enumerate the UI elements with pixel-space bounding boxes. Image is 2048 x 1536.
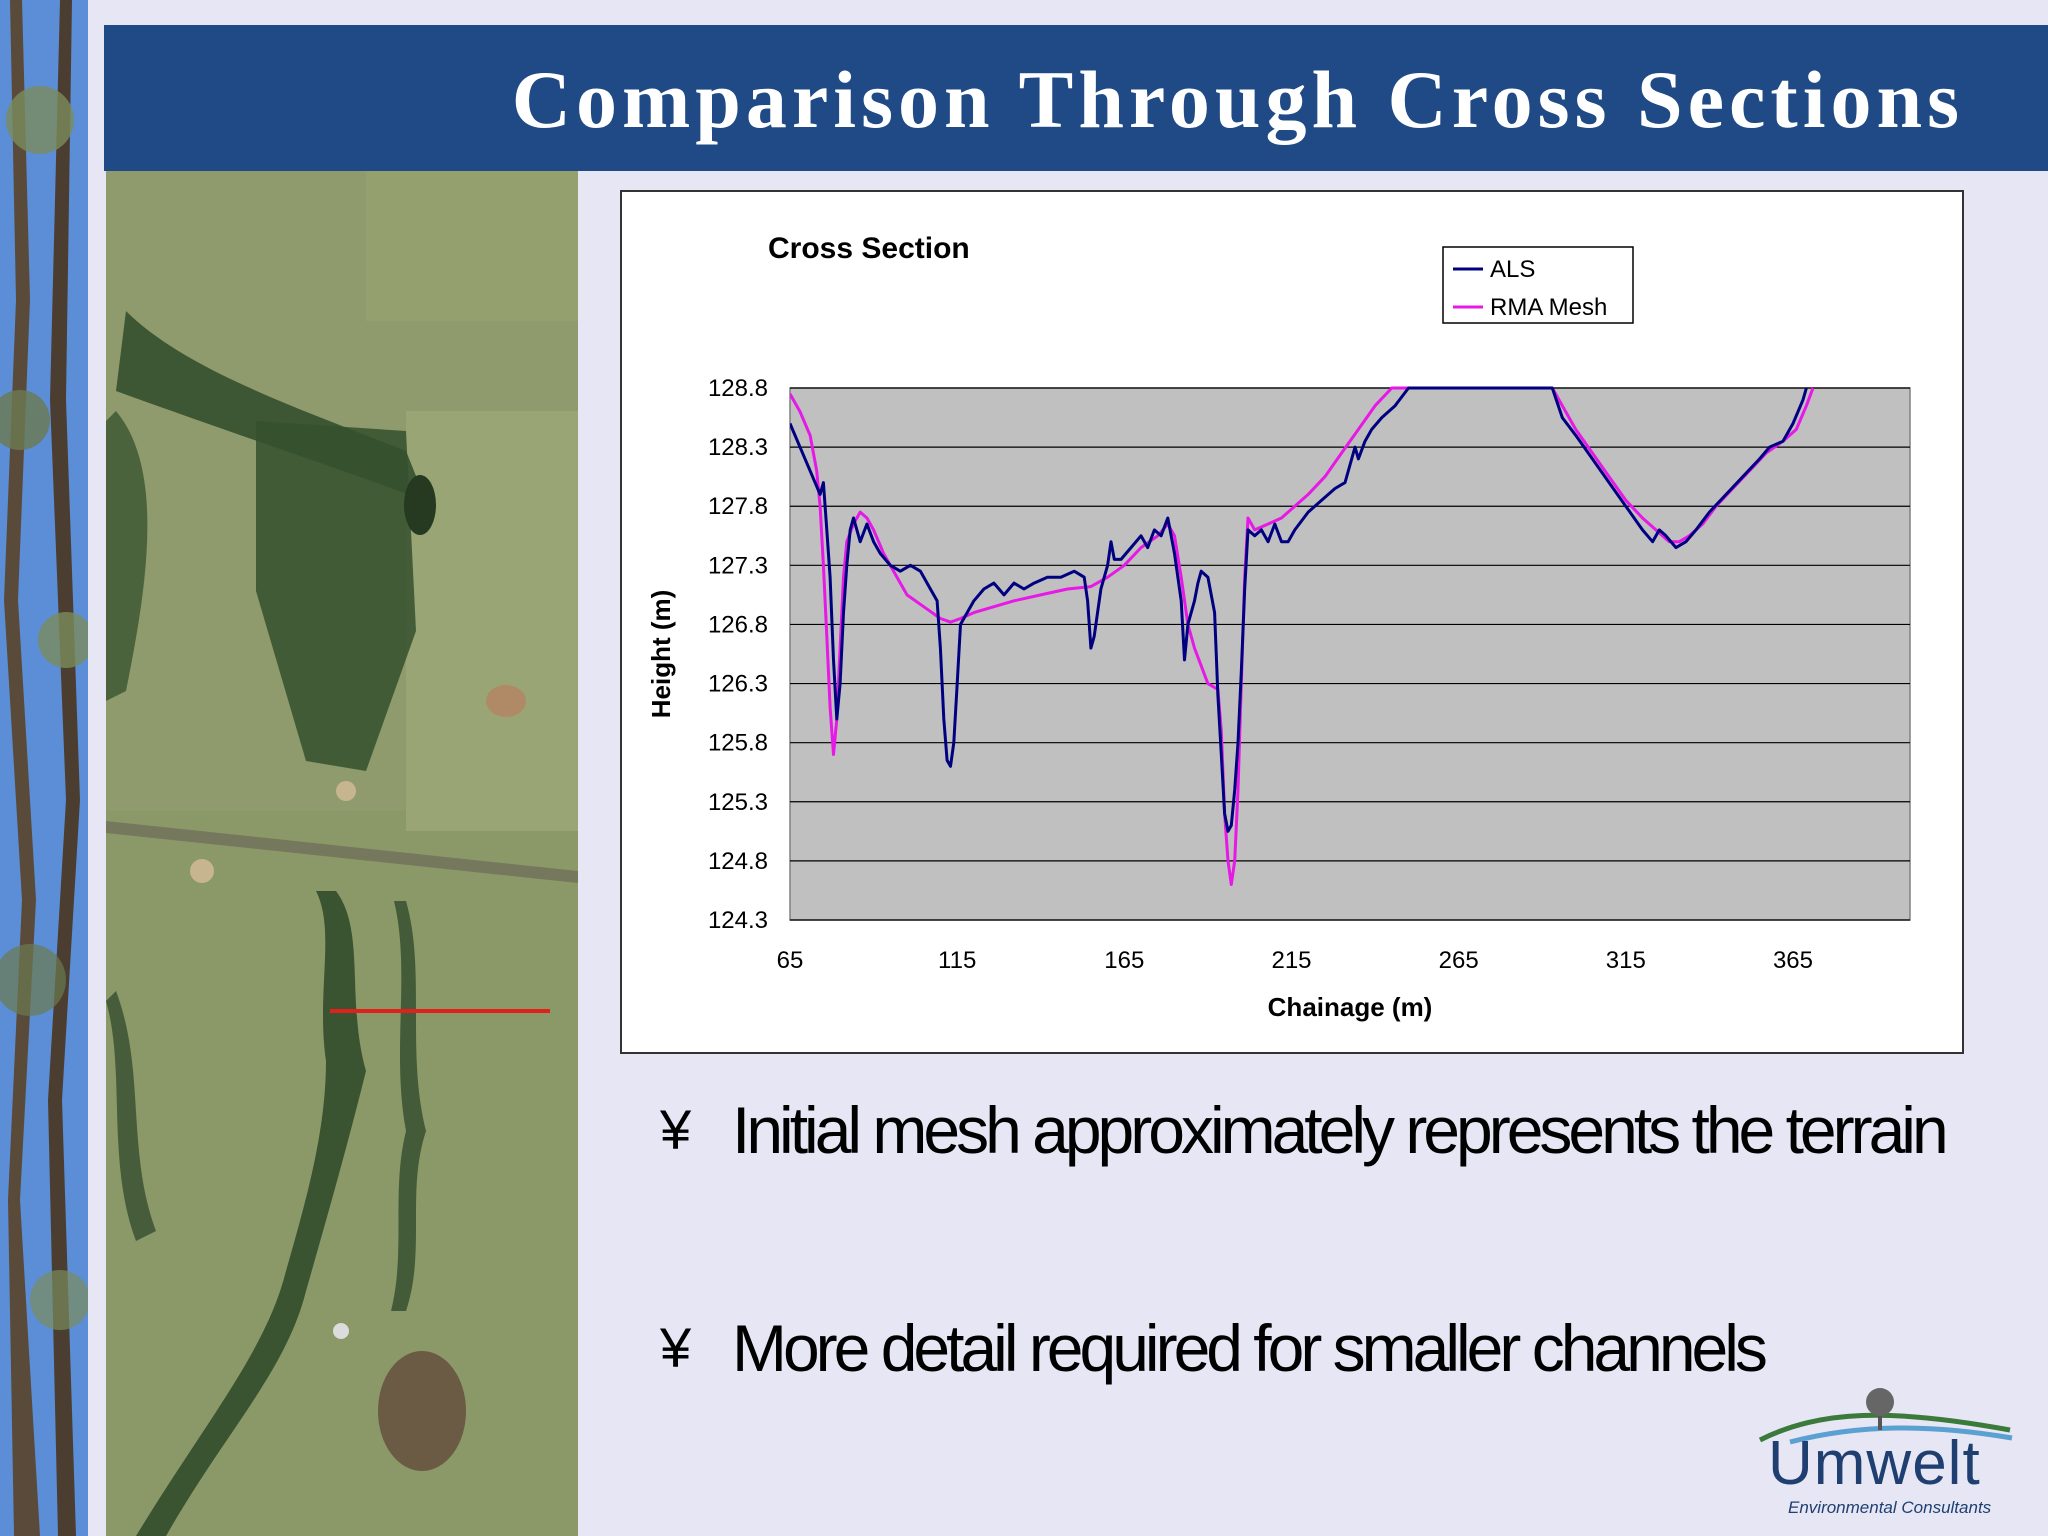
- logo-tagline: Environmental Consultants: [1788, 1498, 1992, 1517]
- x-tick-label: 265: [1439, 947, 1479, 974]
- y-tick-label: 126.3: [708, 671, 768, 698]
- plot-area: [789, 387, 1911, 921]
- x-tick-label: 365: [1773, 947, 1813, 974]
- x-tick-label: 65: [777, 947, 804, 974]
- y-tick-label: 127.3: [708, 552, 768, 579]
- y-tick-label: 125.3: [708, 789, 768, 816]
- x-tick-label: 315: [1606, 947, 1646, 974]
- y-tick-label: 128.3: [708, 434, 768, 461]
- umwelt-logo: Umwelt Environmental Consultants: [1750, 1380, 2030, 1530]
- side-photo-strip: [0, 0, 88, 1536]
- bullet-mark: ¥: [660, 1316, 692, 1379]
- legend-label: RMA Mesh: [1490, 294, 1607, 321]
- title-bar: Comparison Through Cross Sections: [104, 25, 2048, 171]
- legend-label: ALS: [1490, 256, 1535, 283]
- y-axis-label: Height (m): [646, 590, 676, 719]
- y-tick-label: 128.8: [708, 375, 768, 402]
- y-tick-label: 124.3: [708, 907, 768, 934]
- x-axis-label: Chainage (m): [1268, 992, 1433, 1022]
- logo-wordmark: Umwelt: [1768, 1429, 1981, 1498]
- bullet-text: Initial mesh approximately represents th…: [732, 1093, 1949, 1167]
- slide-title: Comparison Through Cross Sections: [511, 54, 1964, 145]
- y-tick-label: 127.8: [708, 493, 768, 520]
- y-tick-label: 126.8: [708, 611, 768, 638]
- chart-frame: 128.8 128.3 127.8 127.3 126.8 126.3 125.8 125.3…: [620, 190, 1964, 1054]
- y-tick-label: 124.8: [708, 848, 768, 875]
- cross-section-chart: 128.8 128.3 127.8 127.3 126.8 126.3 125.8 125.3…: [646, 232, 1911, 1022]
- x-tick-label: 115: [938, 947, 976, 974]
- bullet-text: More detail required for smaller channel…: [732, 1311, 1768, 1385]
- aerial-photo: [106, 171, 578, 1536]
- series-line-als: [790, 386, 1808, 833]
- x-tick-label: 215: [1271, 947, 1311, 974]
- y-tick-label: 125.8: [708, 730, 768, 757]
- x-tick-label: 165: [1104, 947, 1144, 974]
- chart-title: Cross Section: [768, 232, 970, 265]
- bullet-mark: ¥: [660, 1098, 692, 1161]
- legend-box: [1442, 246, 1634, 324]
